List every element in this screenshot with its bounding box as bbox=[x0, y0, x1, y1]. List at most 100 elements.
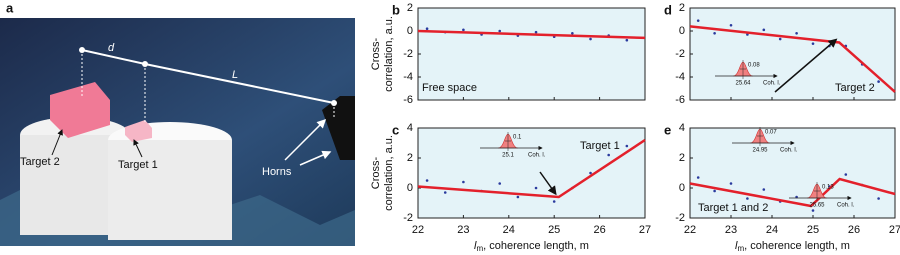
point bbox=[79, 47, 85, 53]
fit-line bbox=[689, 177, 896, 208]
panel-letter: a bbox=[6, 0, 14, 15]
data-point bbox=[589, 171, 592, 175]
data-point bbox=[746, 197, 749, 200]
data-point bbox=[625, 144, 629, 148]
data-point bbox=[762, 188, 766, 191]
x-tick-label: 25 bbox=[548, 224, 560, 236]
y-tick-label: 2 bbox=[407, 2, 413, 14]
data-point bbox=[811, 42, 815, 45]
label: Target 1 bbox=[118, 159, 158, 171]
x-tick-label: 26 bbox=[848, 224, 860, 236]
y-tick-label: -4 bbox=[675, 71, 685, 83]
x-axis-label: lm, coherence length, m bbox=[735, 240, 850, 253]
cylinder bbox=[108, 140, 232, 240]
fit-line bbox=[417, 138, 646, 199]
annotation: Target 1 bbox=[580, 140, 620, 152]
data-point bbox=[778, 37, 782, 41]
inset-center-label: 25.64 bbox=[735, 81, 751, 87]
annotation: Target 2 bbox=[835, 82, 875, 94]
x-tick-label: 27 bbox=[889, 224, 900, 236]
panel-letter: b bbox=[392, 2, 400, 17]
x-label-text: , coherence length, m bbox=[744, 240, 850, 252]
x-axis-label: lm, coherence length, m bbox=[474, 240, 589, 253]
x-tick-label: 27 bbox=[639, 224, 651, 236]
data-point bbox=[462, 28, 465, 32]
data-point bbox=[534, 30, 538, 34]
label: L bbox=[232, 69, 238, 81]
x-label-subscript: m bbox=[476, 244, 483, 253]
data-point bbox=[877, 80, 880, 83]
x-tick-label: 23 bbox=[457, 224, 469, 236]
x-tick-label: 25 bbox=[807, 224, 819, 236]
data-point bbox=[571, 32, 574, 35]
y-tick-label: 2 bbox=[407, 152, 413, 164]
data-point bbox=[462, 180, 465, 184]
x-label-symbol: l bbox=[474, 240, 477, 252]
inset-sigma: 0.1 bbox=[513, 135, 522, 141]
y-tick-label: -2 bbox=[675, 48, 685, 60]
data-point bbox=[762, 28, 766, 32]
x-label-subscript: m bbox=[737, 244, 744, 253]
y-tick-label: -2 bbox=[403, 48, 413, 60]
x-tick-label: 22 bbox=[412, 224, 424, 236]
label: Target 2 bbox=[20, 156, 60, 168]
plot-area bbox=[417, 7, 646, 101]
data-point bbox=[498, 182, 502, 185]
data-point bbox=[844, 173, 848, 176]
fit-line bbox=[689, 25, 896, 93]
y-axis-label: Cross- bbox=[370, 156, 382, 189]
inset-axis-label: Coh. l. bbox=[763, 81, 781, 87]
data-point bbox=[795, 32, 798, 35]
y-tick-label: -6 bbox=[403, 94, 413, 106]
data-point bbox=[425, 27, 429, 31]
label: d bbox=[108, 42, 115, 54]
fit-line bbox=[417, 29, 646, 40]
x-tick-label: 24 bbox=[766, 224, 778, 236]
data-point bbox=[729, 23, 733, 27]
point bbox=[331, 100, 337, 106]
data-point bbox=[625, 38, 629, 42]
arrow bbox=[299, 150, 332, 166]
y-tick-label: -2 bbox=[675, 212, 685, 224]
inset-center-label: 25.1 bbox=[502, 153, 514, 159]
data-point bbox=[877, 197, 880, 200]
inset-axis-label: Coh. l. bbox=[837, 203, 855, 209]
distance-line bbox=[81, 49, 146, 65]
plot-area bbox=[689, 7, 896, 101]
label: Horns bbox=[262, 166, 292, 178]
inset-axis-label: Coh. l. bbox=[528, 153, 546, 159]
inset-center-label: 24.95 bbox=[752, 148, 768, 154]
data-point bbox=[607, 153, 610, 157]
panel-letter: d bbox=[664, 2, 672, 17]
annotation: Free space bbox=[422, 82, 477, 94]
y-tick-label: 0 bbox=[679, 182, 685, 194]
inset-center-label: 25.65 bbox=[809, 203, 825, 209]
data-point bbox=[729, 182, 733, 185]
y-axis-label: Cross- bbox=[370, 37, 382, 70]
data-point bbox=[589, 37, 592, 41]
y-tick-label: 4 bbox=[407, 122, 413, 134]
x-label-symbol: l bbox=[735, 240, 738, 252]
x-tick-label: 26 bbox=[593, 224, 605, 236]
y-tick-label: 4 bbox=[679, 122, 685, 134]
y-tick-label: 2 bbox=[679, 152, 685, 164]
data-point bbox=[443, 191, 447, 194]
y-tick-label: 0 bbox=[407, 182, 413, 194]
data-point bbox=[516, 195, 520, 199]
data-point bbox=[498, 29, 502, 33]
annotation: Target 1 and 2 bbox=[698, 202, 768, 214]
data-point bbox=[696, 176, 700, 179]
arrow bbox=[51, 129, 63, 156]
panel-letter: c bbox=[392, 122, 399, 137]
panel-letter: e bbox=[664, 122, 671, 137]
inset-sigma: 0.08 bbox=[748, 63, 760, 69]
data-point bbox=[696, 19, 700, 22]
data-point bbox=[713, 32, 716, 35]
y-axis-label: correlation, a.u. bbox=[383, 135, 395, 211]
y-tick-label: 0 bbox=[407, 25, 413, 37]
data-point bbox=[713, 189, 716, 193]
inset-axis-label: Coh. l. bbox=[780, 148, 798, 154]
x-tick-label: 22 bbox=[684, 224, 696, 236]
y-tick-label: -2 bbox=[403, 212, 413, 224]
